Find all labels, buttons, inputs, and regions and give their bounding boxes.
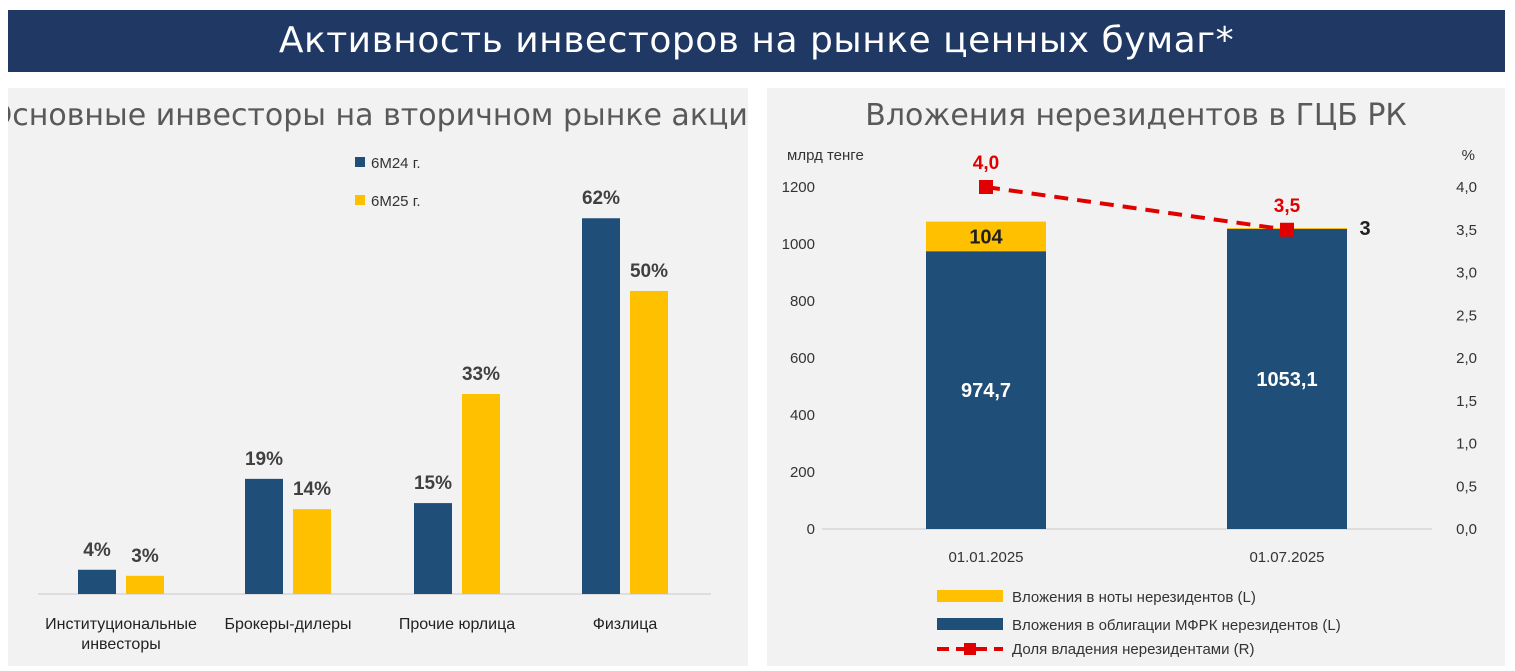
- category-label: Брокеры-дилеры: [224, 616, 351, 633]
- y-tick-left: 1200: [782, 179, 815, 196]
- chart-title: Основные инвесторы на вторичном рынке ак…: [8, 98, 748, 133]
- bar-series-6m24: [245, 478, 283, 594]
- legend-swatch-bonds: [937, 618, 1003, 630]
- bar-series-6m25: [126, 575, 164, 594]
- y-axis-title-left: млрд тенге: [787, 147, 864, 164]
- data-label-series-6m24: 15%: [414, 473, 452, 494]
- data-label-notes: 104: [969, 226, 1003, 248]
- page-banner-title: Активность инвесторов на рынке ценных бу…: [8, 10, 1505, 72]
- y-tick-left: 800: [790, 293, 815, 310]
- category-label: 01.01.2025: [948, 549, 1023, 566]
- investors-bar-chart: Основные инвесторы на вторичном рынке ак…: [8, 98, 748, 653]
- category-label: Физлица: [593, 616, 658, 633]
- legend-swatch-series-6m25: [355, 195, 365, 205]
- legend-label-notes: Вложения в ноты нерезидентов (L): [1012, 589, 1256, 606]
- data-label-share: 3,5: [1274, 196, 1301, 217]
- bar-series-6m24: [582, 218, 620, 594]
- investors-panel: Основные инвесторы на вторичном рынке ак…: [8, 88, 748, 666]
- legend-swatch-notes: [937, 590, 1003, 602]
- y-tick-right: 3,5: [1456, 222, 1477, 239]
- legend-label-series-6m25: 6М25 г.: [371, 193, 421, 210]
- y-tick-right: 1,5: [1456, 393, 1477, 410]
- y-tick-left: 1000: [782, 236, 815, 253]
- legend-marker-share: [964, 643, 976, 655]
- y-tick-right: 2,0: [1456, 350, 1477, 367]
- data-label-series-6m25: 14%: [293, 479, 331, 500]
- bar-bonds: [926, 251, 1046, 529]
- y-tick-right: 0,0: [1456, 521, 1477, 538]
- data-label-series-6m24: 62%: [582, 188, 620, 209]
- bar-series-6m25: [630, 290, 668, 594]
- y-tick-right: 2,5: [1456, 307, 1477, 324]
- line-share-marker: [979, 180, 993, 194]
- y-tick-right: 1,0: [1456, 436, 1477, 453]
- y-tick-right: 3,0: [1456, 265, 1477, 282]
- legend-label-series-6m24: 6М24 г.: [371, 155, 421, 172]
- bar-series-6m25: [462, 394, 500, 594]
- category-label: Прочие юрлица: [399, 616, 515, 633]
- data-label-bonds: 974,7: [961, 380, 1011, 402]
- chart-title: Вложения нерезидентов в ГЦБ РК: [865, 98, 1406, 133]
- data-label-notes: 3: [1359, 218, 1370, 240]
- line-share-marker: [1280, 222, 1294, 237]
- bar-series-6m25: [293, 509, 331, 594]
- category-label: инвесторы: [81, 636, 160, 653]
- y-tick-left: 600: [790, 350, 815, 367]
- y-tick-left: 400: [790, 407, 815, 424]
- y-tick-right: 4,0: [1456, 179, 1477, 196]
- data-label-series-6m24: 4%: [83, 540, 111, 561]
- bar-series-6m24: [414, 503, 452, 594]
- y-tick-left: 200: [790, 464, 815, 481]
- y-axis-title-right: %: [1462, 147, 1475, 164]
- y-tick-right: 0,5: [1456, 478, 1477, 495]
- category-label: Институциональные: [45, 616, 197, 633]
- data-label-share: 4,0: [973, 153, 999, 174]
- data-label-bonds: 1053,1: [1256, 369, 1317, 391]
- nonresidents-panel: Вложения нерезидентов в ГЦБ РК млрд тенге…: [767, 88, 1505, 666]
- y-tick-left: 0: [807, 521, 815, 538]
- legend-swatch-series-6m24: [355, 157, 365, 167]
- legend-label-share: Доля владения нерезидентами (R): [1012, 641, 1255, 658]
- legend-label-bonds: Вложения в облигации МФРК нерезидентов (…: [1012, 617, 1341, 634]
- category-label: 01.07.2025: [1249, 549, 1324, 566]
- bar-series-6m24: [78, 569, 116, 594]
- data-label-series-6m24: 19%: [245, 449, 283, 470]
- data-label-series-6m25: 50%: [630, 261, 668, 282]
- bar-notes: [926, 221, 1046, 252]
- line-share: [985, 185, 1288, 232]
- data-label-series-6m25: 3%: [131, 546, 159, 567]
- data-label-series-6m25: 33%: [462, 364, 500, 385]
- bar-bonds: [1227, 228, 1347, 529]
